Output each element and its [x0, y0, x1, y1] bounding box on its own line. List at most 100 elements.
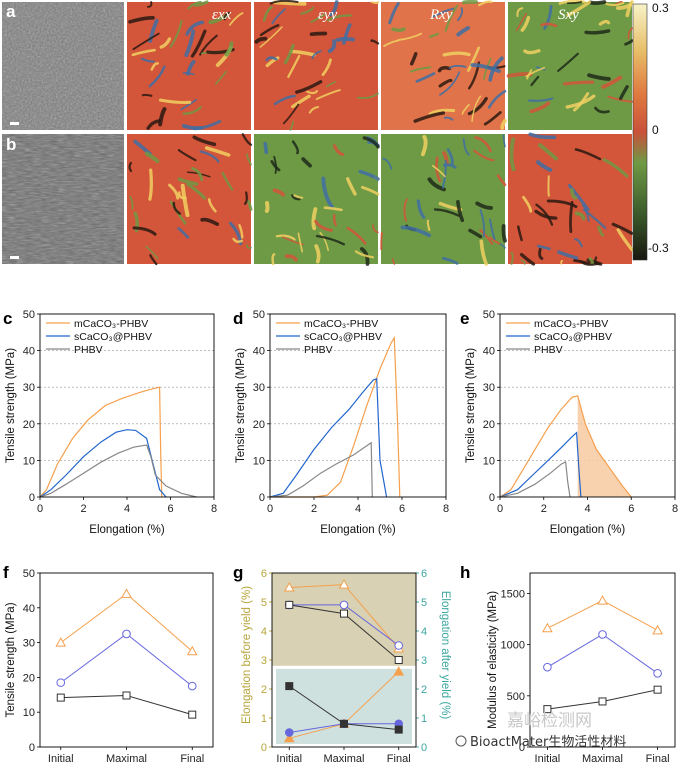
strain-streak	[413, 111, 445, 123]
y-tick-label-left: 1	[261, 713, 267, 725]
strain-streak	[370, 1, 380, 5]
strain-streak	[200, 217, 220, 226]
strain-map-b-1	[127, 133, 253, 266]
strain-streak	[467, 46, 481, 72]
scale-bar	[10, 256, 19, 259]
strain-streak	[471, 95, 482, 123]
strain-streak	[263, 141, 269, 155]
data-point-triangle	[338, 579, 350, 589]
strain-streak	[141, 93, 153, 97]
series-line-2	[39, 444, 197, 498]
y-tick-label-left: 2	[261, 684, 267, 696]
strain-streak	[243, 191, 248, 205]
strain-streak	[308, 105, 320, 114]
y-tick-label-right: 3	[421, 655, 427, 667]
strain-streak	[473, 149, 495, 162]
strain-streak	[131, 48, 156, 57]
strain-streak	[428, 108, 456, 116]
data-point-circle	[543, 662, 552, 672]
strain-streak	[461, 103, 470, 115]
strain-streak	[215, 70, 227, 85]
strain-streak	[169, 19, 183, 48]
strain-streak	[271, 253, 276, 266]
strain-streak	[588, 257, 594, 266]
y-axis-label-right: Elongation after yield (%)	[439, 591, 451, 720]
strain-streak	[468, 228, 483, 239]
strain-streak	[194, 0, 209, 7]
strain-streak	[262, 5, 273, 22]
y-tick-label: 20	[23, 672, 35, 684]
strain-streak	[321, 176, 334, 209]
data-point-triangle	[186, 645, 198, 656]
map-background	[254, 2, 378, 130]
strain-streak	[269, 0, 299, 5]
strain-streak	[501, 224, 507, 243]
strain-streak	[159, 37, 172, 49]
map-title-rxy: Rxy	[429, 7, 453, 23]
strain-streak	[177, 177, 199, 186]
strain-streak	[625, 0, 634, 18]
y-tick-label: 10	[23, 455, 35, 467]
strain-streak	[228, 12, 244, 26]
strain-streak	[224, 41, 234, 57]
strain-streak	[370, 39, 380, 45]
strain-streak	[528, 132, 557, 140]
strain-streak	[598, 19, 611, 26]
x-tick-label: 4	[584, 503, 590, 515]
strain-streak	[272, 0, 307, 6]
map-background	[381, 134, 505, 264]
strain-streak	[619, 85, 629, 101]
series-line-0	[39, 386, 163, 498]
strain-streak	[128, 161, 133, 173]
colorbar-min: -0.3	[648, 241, 669, 255]
y-tick-label-left: 4	[261, 626, 267, 638]
series-line-2	[269, 441, 373, 498]
x-tick-label: 6	[628, 503, 634, 515]
y-tick-label: 1500	[501, 588, 525, 600]
strain-streak	[140, 57, 155, 63]
strain-streak	[409, 52, 418, 66]
plot-frame	[271, 572, 417, 748]
y-tick-label: 50	[483, 309, 495, 321]
strain-streak	[444, 4, 459, 32]
x-tick-label: Maximal	[324, 753, 365, 765]
strain-streak	[438, 78, 453, 88]
strain-streak	[420, 134, 428, 157]
x-tick-label: 2	[80, 503, 86, 515]
y-tick-label-right: 6	[421, 568, 427, 580]
strain-streak	[332, 214, 337, 227]
strain-streak	[570, 188, 578, 200]
strain-streak	[275, 234, 296, 241]
strain-streak	[442, 51, 471, 57]
data-point-square	[188, 710, 197, 719]
x-tick-label: 0	[267, 503, 273, 515]
strain-streak	[602, 158, 629, 178]
legend-label: sCaCO₃@PHBV	[304, 331, 382, 343]
strain-streak	[448, 64, 467, 69]
y-tick-label: 0	[519, 742, 525, 754]
strain-streak	[566, 1, 583, 5]
strain-streak	[475, 201, 493, 210]
strain-streak	[177, 149, 197, 162]
series-line-2	[499, 460, 571, 498]
x-tick-label: 2	[541, 503, 547, 515]
strain-streak	[456, 26, 470, 37]
y-tick-label: 0	[29, 742, 35, 754]
strain-streak	[522, 195, 533, 213]
strain-streak	[361, 185, 380, 196]
strain-streak	[128, 15, 155, 24]
legend-label: PHBV	[534, 344, 563, 356]
legend-label: mCaCO₃-PHBV	[74, 318, 148, 330]
strain-streak	[289, 120, 294, 131]
strain-streak	[321, 58, 332, 76]
band-after-yield	[276, 668, 412, 744]
y-tick-label: 50	[23, 568, 35, 580]
strain-streak	[587, 73, 611, 81]
strain-streak	[546, 199, 578, 209]
plot-frame	[499, 313, 676, 498]
strain-streak	[259, 24, 280, 37]
strain-streak	[192, 135, 217, 147]
x-axis-label: Elongation (%)	[550, 524, 626, 536]
colorbar: 0.3 0 -0.3	[632, 1, 669, 261]
strain-streak	[254, 36, 268, 44]
